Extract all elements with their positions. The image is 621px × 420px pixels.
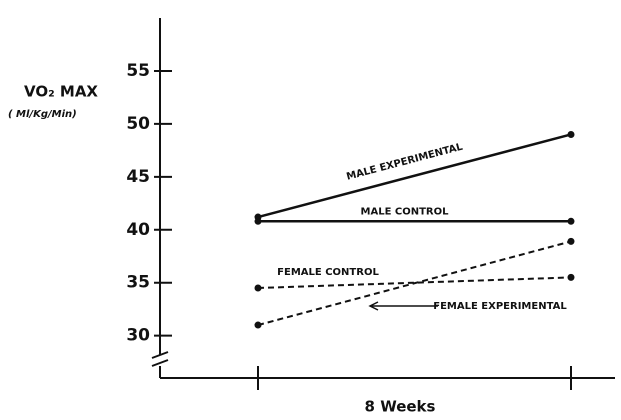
y-axis-label: VO₂ MAX	[24, 83, 98, 101]
point	[567, 237, 575, 245]
series-label: FEMALE EXPERIMENTAL	[433, 301, 567, 312]
series-label: MALE EXPERIMENTAL	[345, 141, 464, 182]
y-tick-label: 45	[126, 167, 150, 187]
point	[567, 273, 575, 281]
axis-break	[151, 351, 169, 367]
x-axis-label: 8 Weeks	[365, 398, 436, 416]
y-tick-label: 50	[126, 114, 150, 134]
series-label: FEMALE CONTROL	[277, 267, 379, 278]
series-line	[257, 133, 572, 219]
y-tick-label: 40	[126, 220, 150, 240]
label-arrow	[368, 301, 438, 311]
series-line	[257, 240, 572, 327]
y-tick-label: 55	[126, 61, 150, 81]
point	[567, 217, 575, 225]
point	[254, 321, 262, 329]
series-label: MALE CONTROL	[361, 206, 450, 217]
y-axis-units: ( Ml/Kg/Min)	[8, 109, 77, 120]
y-tick-label: 35	[126, 273, 150, 293]
series-line	[257, 276, 572, 289]
point	[254, 284, 262, 292]
y-tick-label: 30	[126, 326, 150, 346]
point	[254, 217, 262, 225]
point	[567, 130, 575, 138]
